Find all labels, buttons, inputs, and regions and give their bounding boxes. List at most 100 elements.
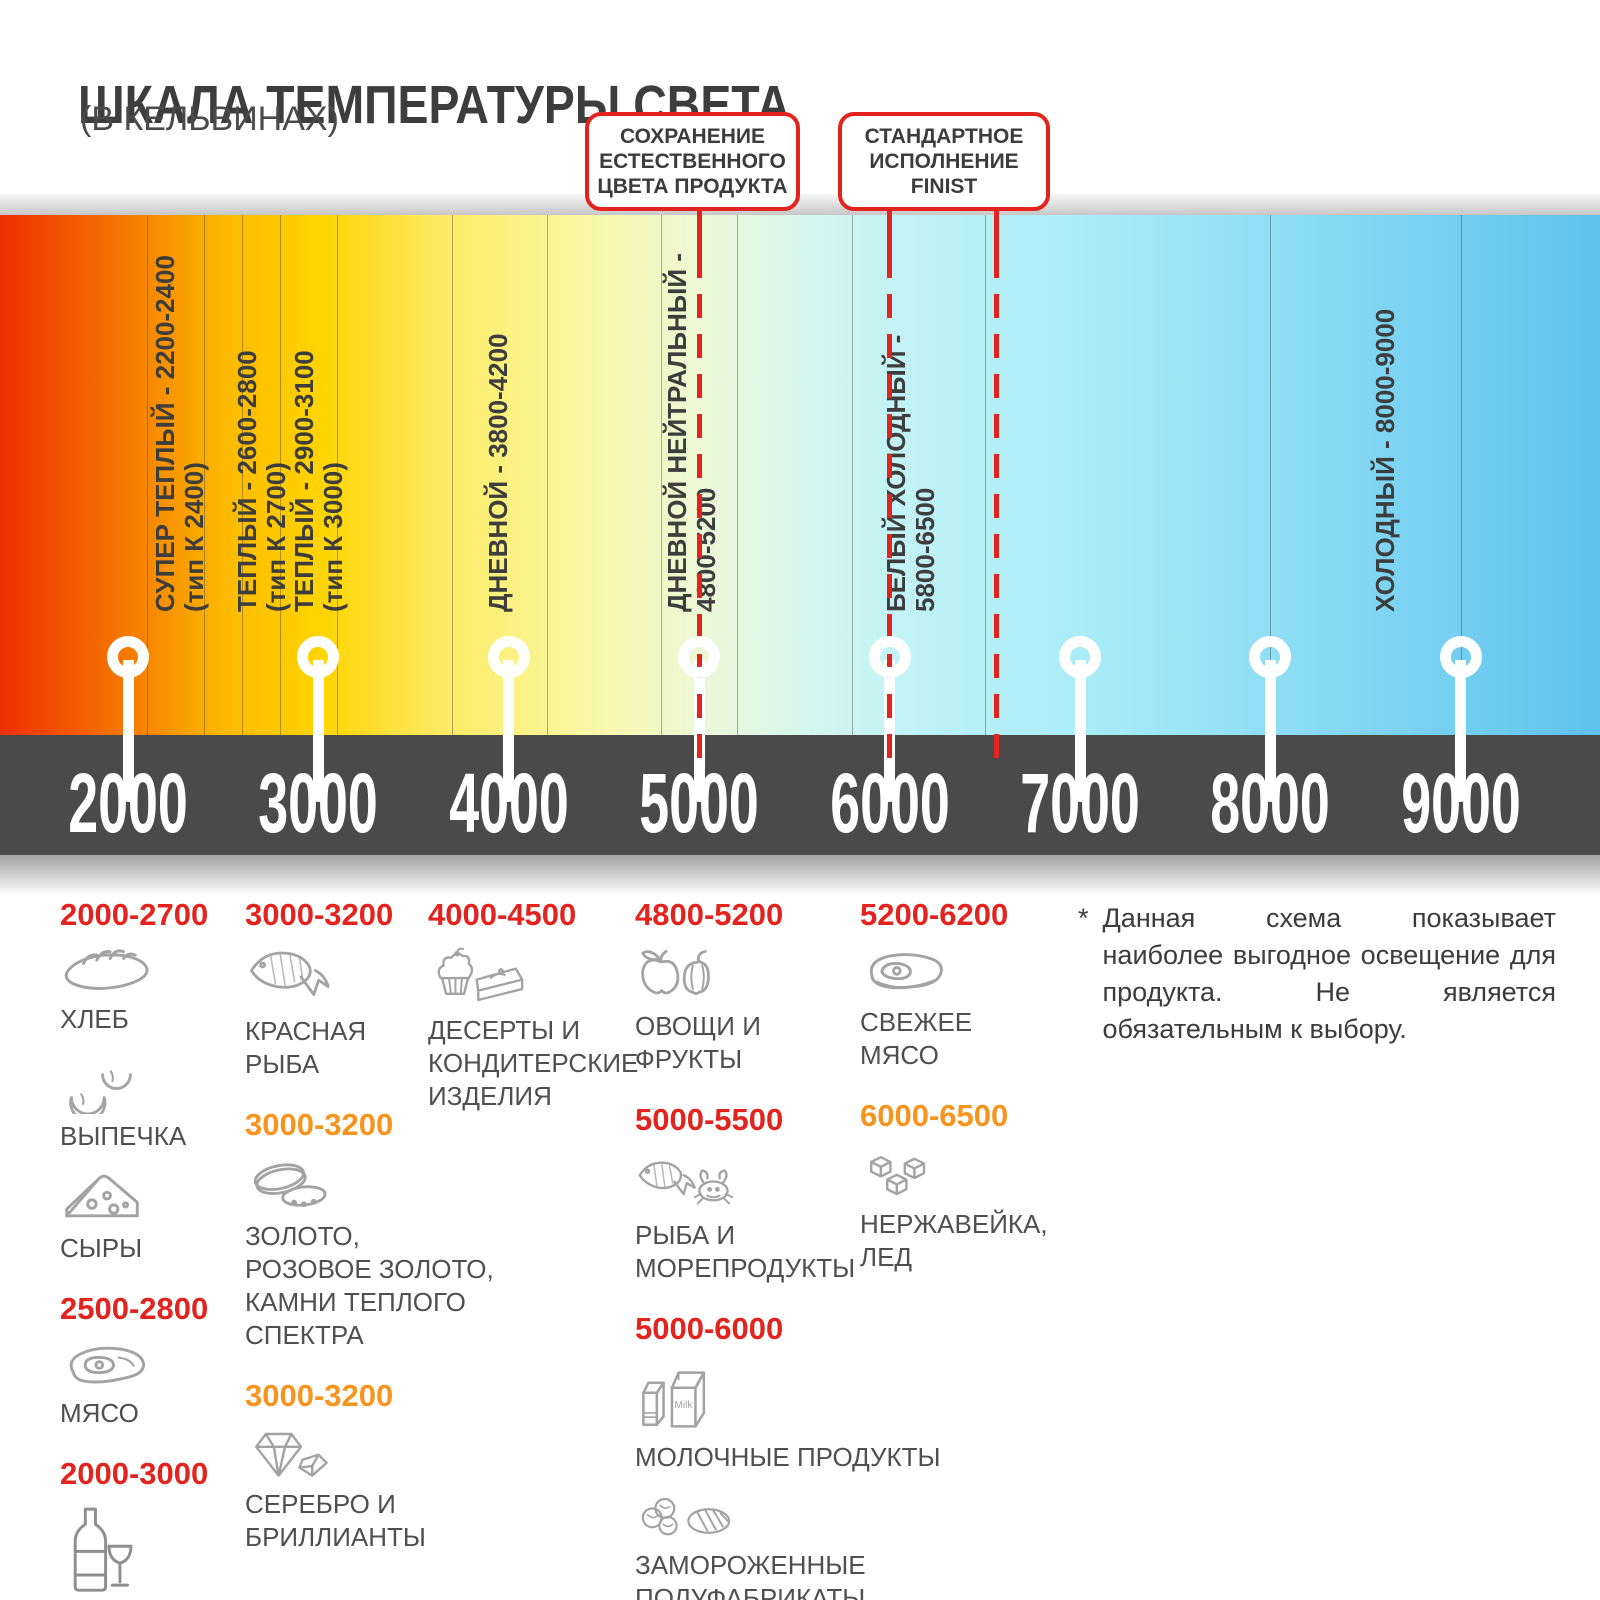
milk-icon: Milk: [642, 1371, 706, 1428]
fish-icon: [250, 951, 330, 996]
axis-tick-value: 2000: [68, 756, 188, 850]
callout-pointer-dashed-line: [887, 254, 893, 766]
marker-stem: [1455, 660, 1467, 802]
page-subtitle: (В КЕЛЬВИНАХ): [80, 100, 339, 138]
axis-tick-label: 7000: [987, 758, 1174, 848]
category-item: ДЕСЕРТЫ И КОНДИТЕРСКИЕ ИЗДЕЛИЯ: [428, 945, 638, 1113]
marker-ring: [107, 636, 149, 678]
category-item-label: ХЛЕБ: [60, 1004, 129, 1034]
category-block: 3000-3200 ЗОЛОТО, РОЗОВОЕ ЗОЛОТО, КАМНИ Т…: [245, 1107, 494, 1352]
category-item-label: ОВОЩИ И ФРУКТЫ: [635, 1011, 761, 1074]
kelvin-range-heading: 3000-3200: [245, 1378, 394, 1413]
axis-tick-label: 8000: [1177, 758, 1364, 848]
category-item: ОВОЩИ И ФРУКТЫ: [635, 945, 941, 1076]
category-column: 4800-5200 ОВОЩИ И ФРУКТЫ 5000-5500 РЫБА И М…: [635, 897, 941, 1600]
axis-tick-label: 5000: [606, 758, 793, 848]
kelvin-range-heading: 2500-2800: [60, 1291, 209, 1326]
axis-tick-label: 4000: [415, 758, 602, 848]
category-block: 5200-6200 СВЕЖЕЕ МЯСО: [860, 897, 1048, 1072]
croissant-icon: [69, 1070, 132, 1114]
axis-tick-value: 7000: [1020, 756, 1140, 850]
marker-stem: [503, 660, 515, 802]
axis-tick-label: 9000: [1367, 758, 1554, 848]
axis-tick-value: 3000: [258, 756, 379, 850]
category-block: 2500-2800 МЯСО: [60, 1291, 208, 1430]
zone-label-subtext: (тип К 2400): [178, 462, 209, 612]
category-block: 5000-6000 Milk МОЛОЧНЫЕ ПРОДУКТЫ ЗАМОРОЖЕНН…: [635, 1311, 941, 1600]
zone-boundary-line: [1460, 215, 1462, 735]
axis-tick-label: 3000: [225, 758, 412, 848]
zone-label-text: ДНЕВНОЙ НЕЙТРАЛЬНЫЙ -: [662, 253, 693, 612]
axis-tick-value: 8000: [1210, 756, 1331, 850]
zone-boundary-line: [280, 215, 282, 735]
zone-label: ТЕПЛЫЙ - 2600-2800 (тип К 2700): [231, 350, 291, 612]
zone-label-text: ХОЛОДНЫЙ - 8000-9000: [1370, 308, 1401, 612]
callout-pointer-stem: [696, 196, 702, 254]
category-item-label: СЫРЫ: [60, 1233, 143, 1263]
zone-label-subtext: (тип К 2700): [260, 462, 291, 612]
seafood-icon: [638, 1161, 734, 1205]
category-column: 2000-2700 ХЛЕБ ВЫПЕЧКА СЫРЫ 2500-2800 МЯСО 200…: [60, 897, 208, 1600]
category-block: 2000-3000 АКОГОЛЬ: [60, 1456, 208, 1600]
kelvin-range-heading: 2000-2700: [60, 897, 209, 932]
category-item: ЗОЛОТО, РОЗОВОЕ ЗОЛОТО, КАМНИ ТЕПЛОГО СП…: [245, 1155, 494, 1352]
category-item: КРАСНАЯ РЫБА: [245, 945, 494, 1081]
marker-stem: [122, 660, 134, 802]
zone-boundary-line: [242, 215, 244, 735]
zone-boundary-line: [984, 215, 986, 735]
zone-label-text: ДНЕВНОЙ - 3800-4200: [483, 333, 514, 612]
meat-icon: [69, 1346, 146, 1384]
category-item-label: ЗОЛОТО, РОЗОВОЕ ЗОЛОТО, КАМНИ ТЕПЛОГО СП…: [245, 1221, 494, 1350]
category-item: ЗАМОРОЖЕННЫЕ ПОЛУФАБРИКАТЫ: [635, 1488, 941, 1600]
category-item-label: РЫБА И МОРЕПРОДУКТЫ: [635, 1220, 856, 1283]
dessert-icon: [437, 947, 524, 1002]
callout-pointer-stem: [993, 196, 999, 254]
category-item: СЫРЫ: [60, 1167, 208, 1265]
kelvin-range-heading: 5000-5500: [635, 1102, 784, 1137]
axis-tick-value: 9000: [1400, 756, 1521, 850]
zone-label-text: СУПЕР ТЕПЛЫЙ - 2200-2400: [149, 255, 180, 612]
zone-boundary-line: [451, 215, 453, 735]
zone-boundary-line: [851, 215, 853, 735]
band-top-shadow: [0, 194, 1600, 215]
svg-text:Milk: Milk: [674, 1400, 693, 1411]
zone-label-text: ТЕПЛЫЙ - 2900-3100: [288, 350, 319, 612]
category-item-label: МЯСО: [60, 1398, 139, 1428]
category-item-label: ВЫПЕЧКА: [60, 1121, 187, 1151]
marker-ring: [1059, 636, 1101, 678]
callout-natural-color-box: СОХРАНЕНИЕ ЕСТЕСТВЕННОГО ЦВЕТА ПРОДУКТА: [585, 112, 800, 211]
kelvin-range-heading: 4000-4500: [428, 897, 577, 932]
category-item: ХЛЕБ: [60, 945, 208, 1036]
kelvin-range-heading: 2000-3000: [60, 1456, 209, 1491]
axis-tick-value: 6000: [829, 756, 950, 850]
category-item-label: ДЕСЕРТЫ И КОНДИТЕРСКИЕ ИЗДЕЛИЯ: [428, 1015, 639, 1111]
marker-ring: [678, 636, 721, 678]
band-bottom-shadow: [0, 855, 1600, 895]
axis-tick-value: 4000: [448, 756, 569, 850]
frozen-icon: [641, 1497, 731, 1536]
category-block: 5000-5500 РЫБА И МОРЕПРОДУКТЫ: [635, 1102, 941, 1285]
zone-label-text: ТЕПЛЫЙ - 2600-2800: [231, 350, 262, 612]
fresh-meat-icon: [869, 953, 943, 990]
kelvin-axis-bar: [0, 735, 1600, 855]
category-column: 5200-6200 СВЕЖЕЕ МЯСО 6000-6500 НЕРЖАВЕЙКА,…: [860, 897, 1048, 1300]
zone-boundary-line: [546, 215, 548, 735]
zone-label: ДНЕВНОЙ - 3800-4200: [483, 333, 514, 612]
axis-tick-label: 6000: [796, 758, 983, 848]
category-item-label: КРАСНАЯ РЫБА: [245, 1016, 367, 1079]
marker-ring: [868, 636, 911, 678]
category-item: РЫБА И МОРЕПРОДУКТЫ: [635, 1150, 941, 1285]
zone-boundary-line: [147, 215, 149, 735]
kelvin-range-heading: 5200-6200: [860, 897, 1009, 932]
category-item: Milk МОЛОЧНЫЕ ПРОДУКТЫ: [635, 1359, 941, 1474]
diamond-icon: [255, 1432, 328, 1477]
kelvin-range-heading: 6000-6500: [860, 1098, 1009, 1133]
category-item: АКОГОЛЬ: [60, 1504, 208, 1600]
zone-label: ТЕПЛЫЙ - 2900-3100 (тип К 3000): [288, 350, 348, 612]
category-item-label: ЗАМОРОЖЕННЫЕ ПОЛУФАБРИКАТЫ: [635, 1550, 866, 1600]
footnote-text: Данная схема показывает наиболее выгодно…: [1102, 903, 1556, 1044]
marker-ring: [487, 636, 530, 678]
footnote: * Данная схема показывает наиболее выгод…: [1078, 900, 1556, 1048]
zone-label: ХОЛОДНЫЙ - 8000-9000: [1370, 308, 1401, 612]
kelvin-range-heading: 3000-3200: [245, 897, 394, 932]
